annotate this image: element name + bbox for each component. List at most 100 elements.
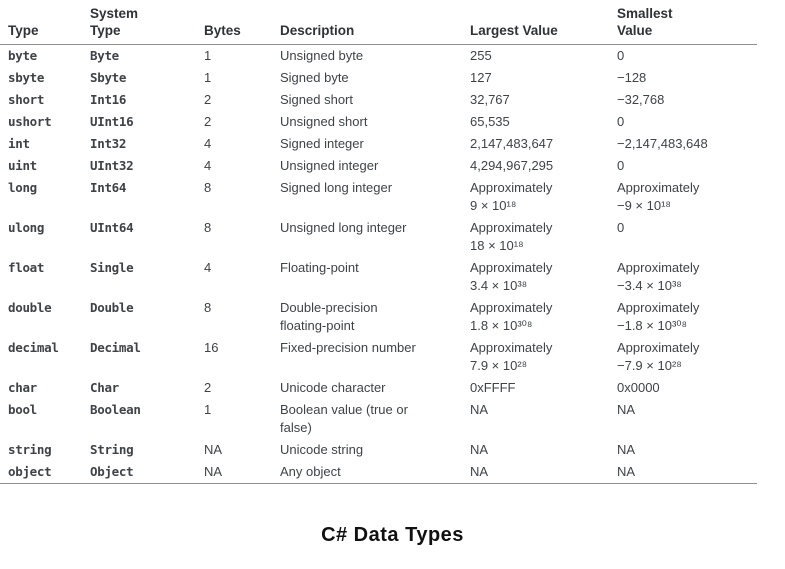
cell-description: Unsigned integer: [280, 158, 379, 173]
cell-smallest-value: NA: [617, 442, 636, 457]
cell-system-type: UInt16: [90, 114, 134, 129]
cell-description: Boolean value (true or false): [280, 402, 408, 435]
cell-smallest-value: 0x0000: [617, 380, 660, 395]
cell-system-type: UInt64: [90, 220, 134, 235]
table-row: byte Byte 1 Unsigned byte 255 0: [0, 45, 757, 68]
table-row: sbyte Sbyte 1 Signed byte 127 −128: [0, 67, 757, 89]
cell-type: bool: [8, 402, 37, 417]
cell-type: ulong: [8, 220, 45, 235]
table-row: uint UInt32 4 Unsigned integer 4,294,967…: [0, 155, 757, 177]
cell-type: short: [8, 92, 45, 107]
table-row: ulong UInt64 8 Unsigned long integer App…: [0, 217, 757, 257]
cell-description: Signed long integer: [280, 180, 393, 195]
cell-largest-value: Approximately 9 × 10¹⁸: [470, 180, 553, 213]
cell-largest-value: 127: [470, 70, 492, 85]
header-type: Type: [0, 3, 90, 45]
cell-bytes: 1: [204, 48, 212, 63]
cell-bytes: 4: [204, 158, 212, 173]
cell-bytes: 4: [204, 136, 212, 151]
cell-system-type: String: [90, 442, 134, 457]
cell-largest-value: 65,535: [470, 114, 510, 129]
table-row: ushort UInt16 2 Unsigned short 65,535 0: [0, 111, 757, 133]
table-row: short Int16 2 Signed short 32,767 −32,76…: [0, 89, 757, 111]
cell-bytes: 16: [204, 340, 219, 355]
cell-largest-value: Approximately 3.4 × 10³⁸: [470, 260, 553, 293]
table-row: decimal Decimal 16 Fixed-precision numbe…: [0, 337, 757, 377]
cell-system-type: Int32: [90, 136, 127, 151]
cell-bytes: 2: [204, 114, 212, 129]
table-row: float Single 4 Floating-point Approximat…: [0, 257, 757, 297]
cell-system-type: Sbyte: [90, 70, 127, 85]
cell-bytes: 2: [204, 92, 212, 107]
cell-smallest-value: −2,147,483,648: [617, 136, 708, 151]
cell-largest-value: 32,767: [470, 92, 510, 107]
cell-largest-value: NA: [470, 461, 617, 484]
cell-largest-value: 4,294,967,295: [470, 158, 554, 173]
cell-smallest-value: −32,768: [617, 92, 665, 107]
cell-smallest-value: NA: [617, 402, 636, 417]
header-bytes: Bytes: [204, 3, 280, 45]
cell-system-type: UInt32: [90, 158, 134, 173]
cell-smallest-value: 0: [617, 158, 625, 173]
cell-type: char: [8, 380, 37, 395]
cell-type: uint: [8, 158, 37, 173]
cell-largest-value: 2,147,483,647: [470, 136, 554, 151]
cell-bytes: 8: [204, 180, 212, 195]
cell-description: Any object: [280, 461, 470, 484]
cell-largest-value: Approximately 18 × 10¹⁸: [470, 220, 553, 253]
data-types-table: Type System Type Bytes Description Large…: [0, 3, 757, 484]
cell-bytes: 8: [204, 300, 212, 315]
cell-system-type: Single: [90, 260, 134, 275]
cell-description: Signed integer: [280, 136, 364, 151]
table-caption: C# Data Types: [321, 524, 464, 546]
cell-type: ushort: [8, 114, 52, 129]
cell-type: object: [0, 461, 90, 484]
header-system-type: System Type: [90, 3, 204, 45]
cell-system-type: Byte: [90, 48, 119, 63]
cell-smallest-value: Approximately −3.4 × 10³⁸: [617, 260, 700, 293]
cell-bytes: 4: [204, 260, 212, 275]
table-row: long Int64 8 Signed long integer Approxi…: [0, 177, 757, 217]
cell-smallest-value: Approximately −9 × 10¹⁸: [617, 180, 700, 213]
cell-type: long: [8, 180, 37, 195]
cell-type: int: [8, 136, 30, 151]
cell-system-type: Int16: [90, 92, 127, 107]
table-row: int Int32 4 Signed integer 2,147,483,647…: [0, 133, 757, 155]
table-row: string String NA Unicode string NA NA: [0, 439, 757, 461]
cell-largest-value: Approximately 1.8 × 10³⁰⁸: [470, 300, 553, 333]
cell-system-type: Char: [90, 380, 119, 395]
cell-smallest-value: 0: [617, 48, 625, 63]
header-largest: Largest Value: [470, 3, 617, 45]
cell-type: byte: [8, 48, 37, 63]
cell-description: Unicode string: [280, 442, 364, 457]
cell-type: double: [8, 300, 52, 315]
cell-smallest-value: Approximately −1.8 × 10³⁰⁸: [617, 300, 700, 333]
table-body: byte Byte 1 Unsigned byte 255 0 sbyte Sb…: [0, 45, 757, 484]
cell-smallest-value: NA: [617, 461, 757, 484]
cell-largest-value: NA: [470, 442, 489, 457]
cell-system-type: Int64: [90, 180, 127, 195]
cell-largest-value: Approximately 7.9 × 10²⁸: [470, 340, 553, 373]
cell-smallest-value: −128: [617, 70, 647, 85]
cell-type: string: [8, 442, 52, 457]
table-row: object Object NA Any object NA NA: [0, 461, 757, 484]
cell-description: Unsigned byte: [280, 48, 364, 63]
header-description: Description: [280, 3, 470, 45]
cell-smallest-value: 0: [617, 220, 625, 235]
table-row: double Double 8 Double-precision floatin…: [0, 297, 757, 337]
cell-largest-value: NA: [470, 402, 489, 417]
cell-bytes: 1: [204, 70, 212, 85]
cell-type: sbyte: [8, 70, 45, 85]
cell-system-type: Object: [90, 461, 204, 484]
cell-system-type: Decimal: [90, 340, 141, 355]
cell-description: Unsigned short: [280, 114, 368, 129]
cell-description: Fixed-precision number: [280, 340, 416, 355]
cell-largest-value: 255: [470, 48, 492, 63]
cell-bytes: NA: [204, 461, 280, 484]
header-smallest: Smallest Value: [617, 3, 757, 45]
cell-description: Unicode character: [280, 380, 386, 395]
cell-description: Signed short: [280, 92, 353, 107]
cell-bytes: 1: [204, 402, 212, 417]
cell-description: Signed byte: [280, 70, 349, 85]
